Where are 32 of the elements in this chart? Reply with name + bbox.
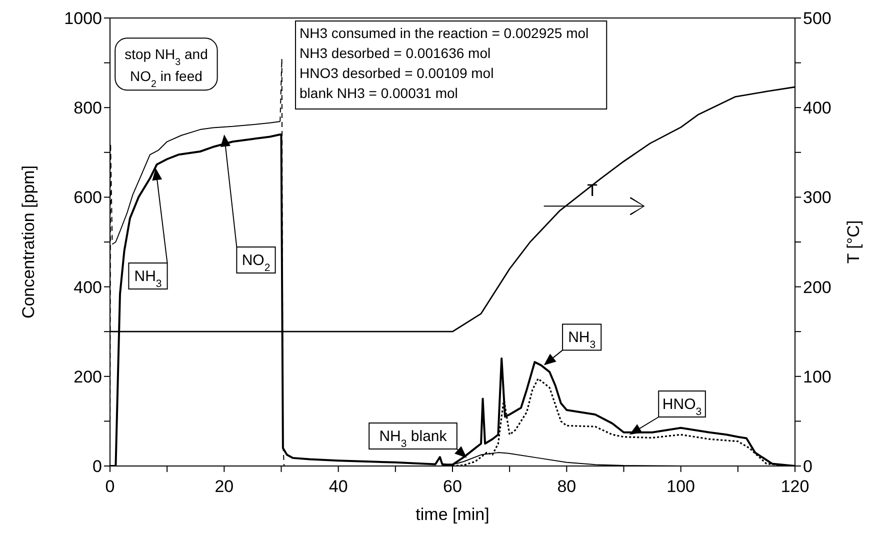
x-tick-label: 80 (557, 477, 576, 496)
x-tick-label: 120 (780, 477, 810, 496)
x-axis-title: time [min] (416, 505, 490, 524)
x-tick-label: 60 (443, 477, 462, 496)
annotation: blank NH3 = 0.00031 mol (300, 85, 458, 101)
series-label: HNO$_{3}$ (662, 396, 702, 418)
legend-label: NH$_{3}$ blank (379, 428, 448, 450)
x-tick-label: 0 (105, 477, 115, 496)
y-tick-label: 1000 (64, 9, 102, 28)
x-tick-label: 100 (666, 477, 696, 496)
series-label: NH$_{3}$ (134, 268, 162, 290)
y2-tick-label: 200 (803, 278, 832, 297)
text: NO$_{2}$ (242, 252, 270, 274)
annotation: HNO3 desorbed = 0.00109 mol (300, 65, 494, 81)
annotation: NH3 consumed in the reaction = 0.002925 mol (300, 25, 589, 41)
y2-axis-title: T [°C] (844, 220, 863, 264)
y2-tick-label: 300 (803, 188, 832, 208)
y2-tick-label: 0 (803, 457, 812, 476)
y2-tick-label: 500 (803, 9, 832, 28)
y-axis-title: Concentration [ppm] (19, 165, 38, 319)
annotation: NH$_{3}$ (568, 329, 596, 352)
y-tick-label: 0 (92, 457, 102, 476)
y-tick-label: 200 (74, 367, 102, 386)
y2-tick-label: 100 (803, 367, 832, 386)
x-tick-label: 40 (328, 477, 348, 496)
annotation: NH3 desorbed = 0.001636 mol (300, 45, 491, 61)
x-tick-label: 20 (214, 477, 234, 496)
y-tick-label: 600 (74, 188, 102, 208)
y2-tick-label: 400 (803, 98, 832, 118)
y-tick-label: 400 (74, 278, 102, 297)
text: stop NH$_{3}$ and NO$_{2}$ in feed (124, 46, 208, 90)
y-tick-label: 800 (74, 98, 102, 118)
